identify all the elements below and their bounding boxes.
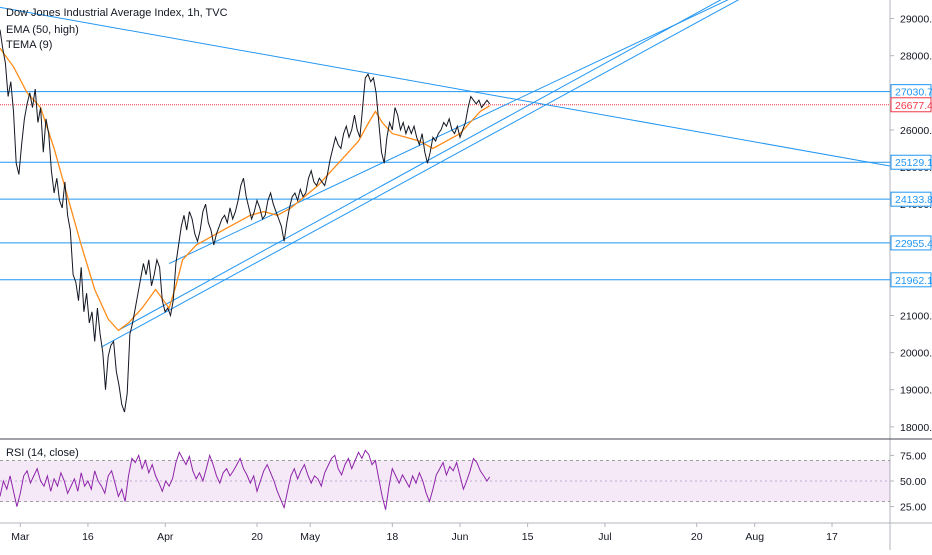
price-axis-label: 29000.0 — [900, 14, 932, 26]
time-axis-label: 16 — [82, 531, 94, 543]
time-axis-label: Jul — [598, 531, 611, 543]
time-axis-label: 15 — [522, 531, 534, 543]
time-axis-label: 20 — [691, 531, 703, 543]
level-tag: 22955.4 — [895, 238, 932, 250]
lower-support-trendline-3 — [168, 0, 729, 264]
last-price-tag: 26677.4 — [895, 100, 932, 112]
price-axis-label: 28000.0 — [900, 51, 932, 63]
time-axis-label: Mar — [11, 531, 30, 543]
price-axis-label: 26000.0 — [900, 125, 932, 137]
level-tag-box — [890, 154, 932, 170]
level-tag-box — [890, 272, 932, 288]
level-tag: 27030.7 — [895, 87, 932, 99]
price-axis-label: 19000.0 — [900, 385, 932, 397]
indicator-legend: TEMA (9) — [6, 39, 52, 51]
level-tag-box — [890, 235, 932, 251]
rsi-axis-label: 25.00 — [900, 502, 926, 514]
chart-title: Dow Jones Industrial Average Index, 1h, … — [6, 7, 228, 19]
time-axis-label: May — [300, 531, 321, 543]
rsi-axis-label: 75.00 — [900, 450, 926, 462]
price-axis-label: 20000.0 — [900, 348, 932, 360]
level-tag-box — [890, 191, 932, 207]
time-axis-label: 17 — [826, 531, 838, 543]
level-tag: 25129.1 — [895, 157, 932, 169]
tema-9-line — [0, 29, 491, 413]
level-tag: 21962.1 — [895, 275, 932, 287]
rsi-line — [0, 449, 491, 510]
time-axis-label: 20 — [251, 531, 263, 543]
price-axis-label: 18000.0 — [900, 422, 932, 434]
lower-support-trendline-1 — [101, 0, 740, 348]
time-axis-label: Aug — [745, 531, 764, 543]
indicator-legend: EMA (50, high) — [6, 24, 79, 36]
upper-resistance-trendline — [0, 6, 891, 167]
last-price-tag-box — [890, 97, 932, 113]
time-axis-label: 18 — [386, 531, 398, 543]
time-axis-label: Apr — [157, 531, 174, 543]
price-axis-label: 21000.0 — [900, 311, 932, 323]
rsi-axis-label: 50.00 — [900, 476, 926, 488]
level-tag: 24133.8 — [895, 194, 932, 206]
lower-support-trendline-2 — [118, 0, 722, 331]
rsi-legend: RSI (14, close) — [6, 447, 79, 459]
time-axis-label: Jun — [452, 531, 469, 543]
